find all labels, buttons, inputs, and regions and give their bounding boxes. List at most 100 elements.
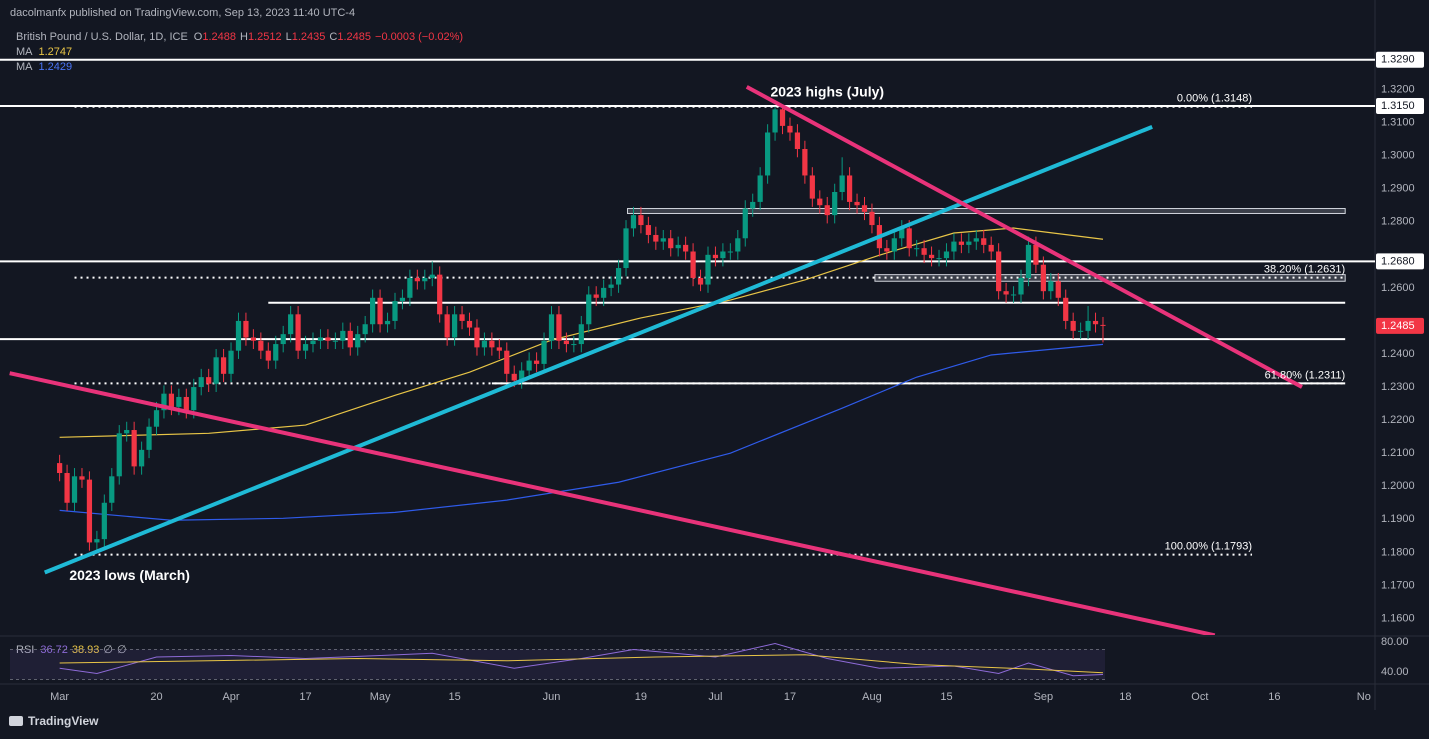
x-tick-label: 19	[635, 691, 647, 703]
candle-body	[1100, 324, 1106, 326]
candle-body	[243, 320, 249, 338]
candle-body	[519, 370, 525, 381]
candle-body	[220, 357, 227, 374]
candle-body	[884, 248, 890, 252]
rsi-line	[59, 654, 1104, 674]
qv: 1.2488	[202, 31, 236, 43]
candle-body	[690, 251, 696, 278]
candle-body	[273, 344, 279, 361]
candle-body	[317, 337, 324, 341]
candle-body	[608, 284, 614, 288]
x-tick-label: Apr	[222, 691, 239, 703]
candle-body	[481, 340, 488, 348]
price-tag-label: 1.3290	[1381, 54, 1415, 66]
candle-body	[899, 228, 905, 239]
candle-body	[183, 396, 189, 411]
y-tick-label: 1.2000	[1381, 480, 1415, 492]
rsi-extra: ∅	[103, 644, 113, 656]
candle-body	[735, 238, 741, 252]
candle-body	[794, 132, 801, 150]
candle-body	[966, 241, 972, 245]
candle-body	[593, 294, 599, 298]
price-tag	[1376, 253, 1424, 270]
annotation: 2023 highs (July)	[770, 84, 884, 100]
candle-body	[869, 211, 875, 226]
y-tick-label: 1.3100	[1381, 116, 1415, 128]
y-tick-label: 1.1800	[1381, 546, 1415, 558]
candle-body	[921, 248, 927, 255]
candle-body	[727, 251, 733, 253]
candle-body	[981, 238, 987, 245]
candle-body	[198, 377, 204, 388]
candle-body	[779, 109, 786, 126]
x-tick-label: Jun	[543, 691, 561, 703]
y-tick-label: 1.2900	[1381, 183, 1415, 195]
candle-body	[474, 327, 480, 348]
candle-body	[451, 314, 458, 338]
plot	[0, 58, 1375, 635]
q: O	[194, 31, 203, 43]
candle-body	[496, 347, 502, 351]
candle-body	[228, 350, 234, 374]
candle-body	[124, 430, 130, 434]
candle-body	[399, 297, 406, 302]
y-tick-label: 1.2100	[1381, 447, 1415, 459]
candle-body	[601, 287, 607, 298]
x-tick-label: 17	[299, 691, 311, 703]
candle-body	[854, 201, 860, 206]
y-tick-label: 1.3200	[1381, 83, 1415, 95]
candle-body	[414, 277, 420, 282]
candle-body	[526, 360, 532, 371]
candle-body	[563, 340, 570, 345]
candle-body	[466, 320, 473, 328]
annotation: 2023 lows (March)	[69, 567, 190, 583]
rsi-tick-label: 40.00	[1381, 666, 1409, 678]
candle-body	[258, 340, 264, 351]
candle-body	[571, 344, 577, 346]
footer: TradingView	[28, 714, 99, 728]
symbol-line: British Pound / U.S. Dollar, 1D, ICE O1.2…	[16, 31, 463, 43]
rsi-extra: ∅	[117, 644, 127, 656]
candle-body	[533, 360, 540, 364]
fib-label: 38.20% (1.2631)	[1264, 264, 1345, 276]
candle-body	[1055, 281, 1061, 298]
q: H	[240, 31, 248, 43]
candle-body	[213, 357, 219, 384]
candle-body	[332, 340, 338, 342]
trendline	[745, 85, 1303, 389]
candle-body	[712, 254, 719, 259]
y-tick-label: 1.1900	[1381, 513, 1415, 525]
candle-body	[377, 297, 383, 325]
candle-body	[802, 149, 808, 176]
candle-body	[489, 340, 495, 348]
change: −0.0003 (−0.02%)	[375, 31, 463, 43]
candle-body	[288, 314, 294, 335]
candle-body	[168, 393, 175, 407]
candle-body	[541, 340, 547, 364]
x-tick-label: Jul	[708, 691, 722, 703]
x-tick-label: 16	[1268, 691, 1280, 703]
rsi-legend: RSI 36.72 38.93 ∅ ∅	[16, 644, 127, 656]
candle-body	[757, 175, 763, 202]
candle-body	[101, 502, 107, 540]
candle-body	[250, 337, 256, 341]
price-tag	[1376, 98, 1424, 115]
candle-body	[765, 132, 771, 176]
price-tag-label: 1.3150	[1381, 100, 1415, 112]
published: dacolmanfx published on TradingView.com,…	[10, 7, 355, 19]
candle-body	[429, 274, 435, 278]
candle-body	[936, 258, 942, 260]
y-tick-label: 1.2800	[1381, 216, 1415, 228]
x-tick-label: 18	[1119, 691, 1131, 703]
x-tick-label: Aug	[862, 691, 882, 703]
y-tick-label: 1.1700	[1381, 579, 1415, 591]
candle-body	[1018, 277, 1024, 295]
candle-body	[645, 225, 651, 235]
candle-body	[511, 373, 517, 381]
candle-body	[928, 254, 935, 259]
rsi-tick-label: 80.00	[1381, 636, 1409, 648]
x-tick-label: 20	[150, 691, 162, 703]
candle-body	[817, 198, 823, 206]
candle-body	[1063, 297, 1069, 321]
x-tick-label: 15	[940, 691, 952, 703]
